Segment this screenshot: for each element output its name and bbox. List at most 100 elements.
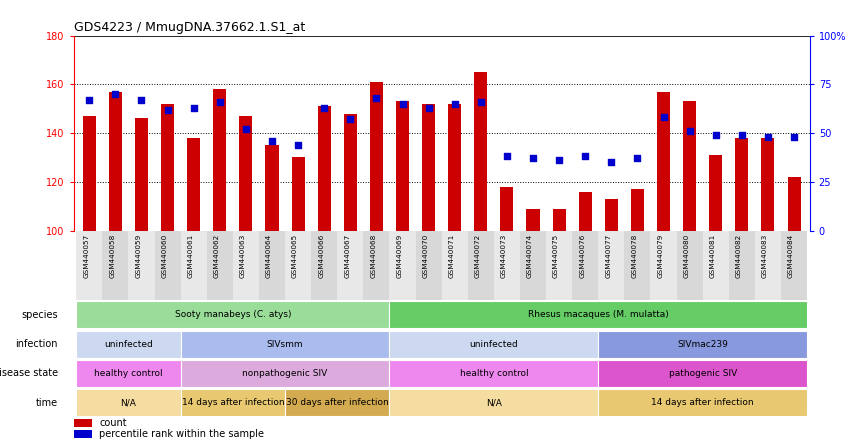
Point xyxy=(500,153,514,160)
Text: uninfected: uninfected xyxy=(104,340,152,349)
Point xyxy=(578,153,592,160)
Text: GSM440070: GSM440070 xyxy=(423,234,429,278)
Point xyxy=(213,98,227,105)
Bar xyxy=(390,331,598,357)
Text: healthy control: healthy control xyxy=(460,369,528,378)
Text: 14 days after infection: 14 days after infection xyxy=(182,398,284,407)
Point xyxy=(708,131,722,139)
Text: Sooty manabeys (C. atys): Sooty manabeys (C. atys) xyxy=(175,310,291,319)
Bar xyxy=(709,155,722,230)
Bar xyxy=(154,230,181,300)
Text: GSM440069: GSM440069 xyxy=(397,234,403,278)
Text: GSM440075: GSM440075 xyxy=(553,234,559,278)
Point xyxy=(735,131,749,139)
Text: 14 days after infection: 14 days after infection xyxy=(651,398,754,407)
Point xyxy=(553,157,566,164)
Bar xyxy=(161,104,174,230)
Bar xyxy=(285,230,311,300)
Bar xyxy=(128,230,154,300)
Bar xyxy=(187,138,200,230)
Point xyxy=(761,133,775,140)
Bar xyxy=(422,104,435,230)
Text: GSM440083: GSM440083 xyxy=(762,234,768,278)
Text: GSM440080: GSM440080 xyxy=(683,234,689,278)
Bar xyxy=(416,230,442,300)
Bar xyxy=(761,138,774,230)
Bar xyxy=(74,419,92,427)
Bar xyxy=(213,89,226,230)
Text: 30 days after infection: 30 days after infection xyxy=(286,398,389,407)
Point xyxy=(682,127,696,135)
Bar xyxy=(442,230,468,300)
Bar xyxy=(207,230,233,300)
Text: GSM440077: GSM440077 xyxy=(605,234,611,278)
Bar xyxy=(631,189,644,230)
Point xyxy=(474,98,488,105)
Text: GSM440060: GSM440060 xyxy=(162,234,168,278)
Bar xyxy=(390,301,807,328)
Bar xyxy=(598,331,807,357)
Point xyxy=(604,159,618,166)
Bar xyxy=(390,389,598,416)
Bar xyxy=(83,116,96,230)
Bar xyxy=(135,119,148,230)
Bar xyxy=(755,230,781,300)
Text: GSM440084: GSM440084 xyxy=(788,234,794,278)
Text: species: species xyxy=(22,310,58,320)
Bar xyxy=(181,331,390,357)
Text: SIVsmm: SIVsmm xyxy=(267,340,303,349)
Text: GDS4223 / MmugDNA.37662.1.S1_at: GDS4223 / MmugDNA.37662.1.S1_at xyxy=(74,21,305,34)
Bar xyxy=(657,91,670,230)
Bar xyxy=(292,158,305,230)
Point xyxy=(344,116,358,123)
Text: GSM440067: GSM440067 xyxy=(345,234,351,278)
Bar xyxy=(604,199,617,230)
Text: GSM440082: GSM440082 xyxy=(736,234,742,278)
Bar xyxy=(76,331,181,357)
Bar xyxy=(396,101,409,230)
Point xyxy=(656,114,670,121)
Bar xyxy=(109,91,122,230)
Bar xyxy=(650,230,676,300)
Point xyxy=(630,155,644,162)
Point xyxy=(370,95,384,102)
Text: GSM440058: GSM440058 xyxy=(109,234,115,278)
Point xyxy=(526,155,540,162)
Text: GSM440078: GSM440078 xyxy=(631,234,637,278)
Bar xyxy=(676,230,702,300)
Bar xyxy=(598,360,807,387)
Text: healthy control: healthy control xyxy=(94,369,163,378)
Point xyxy=(448,100,462,107)
Text: GSM440063: GSM440063 xyxy=(240,234,246,278)
Text: GSM440074: GSM440074 xyxy=(527,234,533,278)
Bar xyxy=(598,389,807,416)
Text: GSM440073: GSM440073 xyxy=(501,234,507,278)
Text: infection: infection xyxy=(16,339,58,349)
Text: GSM440066: GSM440066 xyxy=(318,234,324,278)
Bar xyxy=(475,72,488,230)
Bar xyxy=(572,230,598,300)
Text: GSM440071: GSM440071 xyxy=(449,234,455,278)
Text: Rhesus macaques (M. mulatta): Rhesus macaques (M. mulatta) xyxy=(528,310,669,319)
Bar xyxy=(787,177,800,230)
Bar xyxy=(259,230,285,300)
Point xyxy=(161,106,175,113)
Point xyxy=(82,96,96,103)
Text: GSM440068: GSM440068 xyxy=(371,234,377,278)
Bar xyxy=(181,360,390,387)
Bar xyxy=(102,230,128,300)
Bar xyxy=(598,230,624,300)
Text: GSM440059: GSM440059 xyxy=(135,234,141,278)
Bar xyxy=(624,230,650,300)
Point xyxy=(265,137,279,144)
Bar xyxy=(501,186,514,230)
Bar xyxy=(468,230,494,300)
Point xyxy=(787,133,801,140)
Text: GSM440079: GSM440079 xyxy=(657,234,663,278)
Text: GSM440064: GSM440064 xyxy=(266,234,272,278)
Point xyxy=(108,91,122,98)
Point xyxy=(291,141,305,148)
Text: GSM440076: GSM440076 xyxy=(579,234,585,278)
Text: GSM440062: GSM440062 xyxy=(214,234,220,278)
Bar xyxy=(494,230,520,300)
